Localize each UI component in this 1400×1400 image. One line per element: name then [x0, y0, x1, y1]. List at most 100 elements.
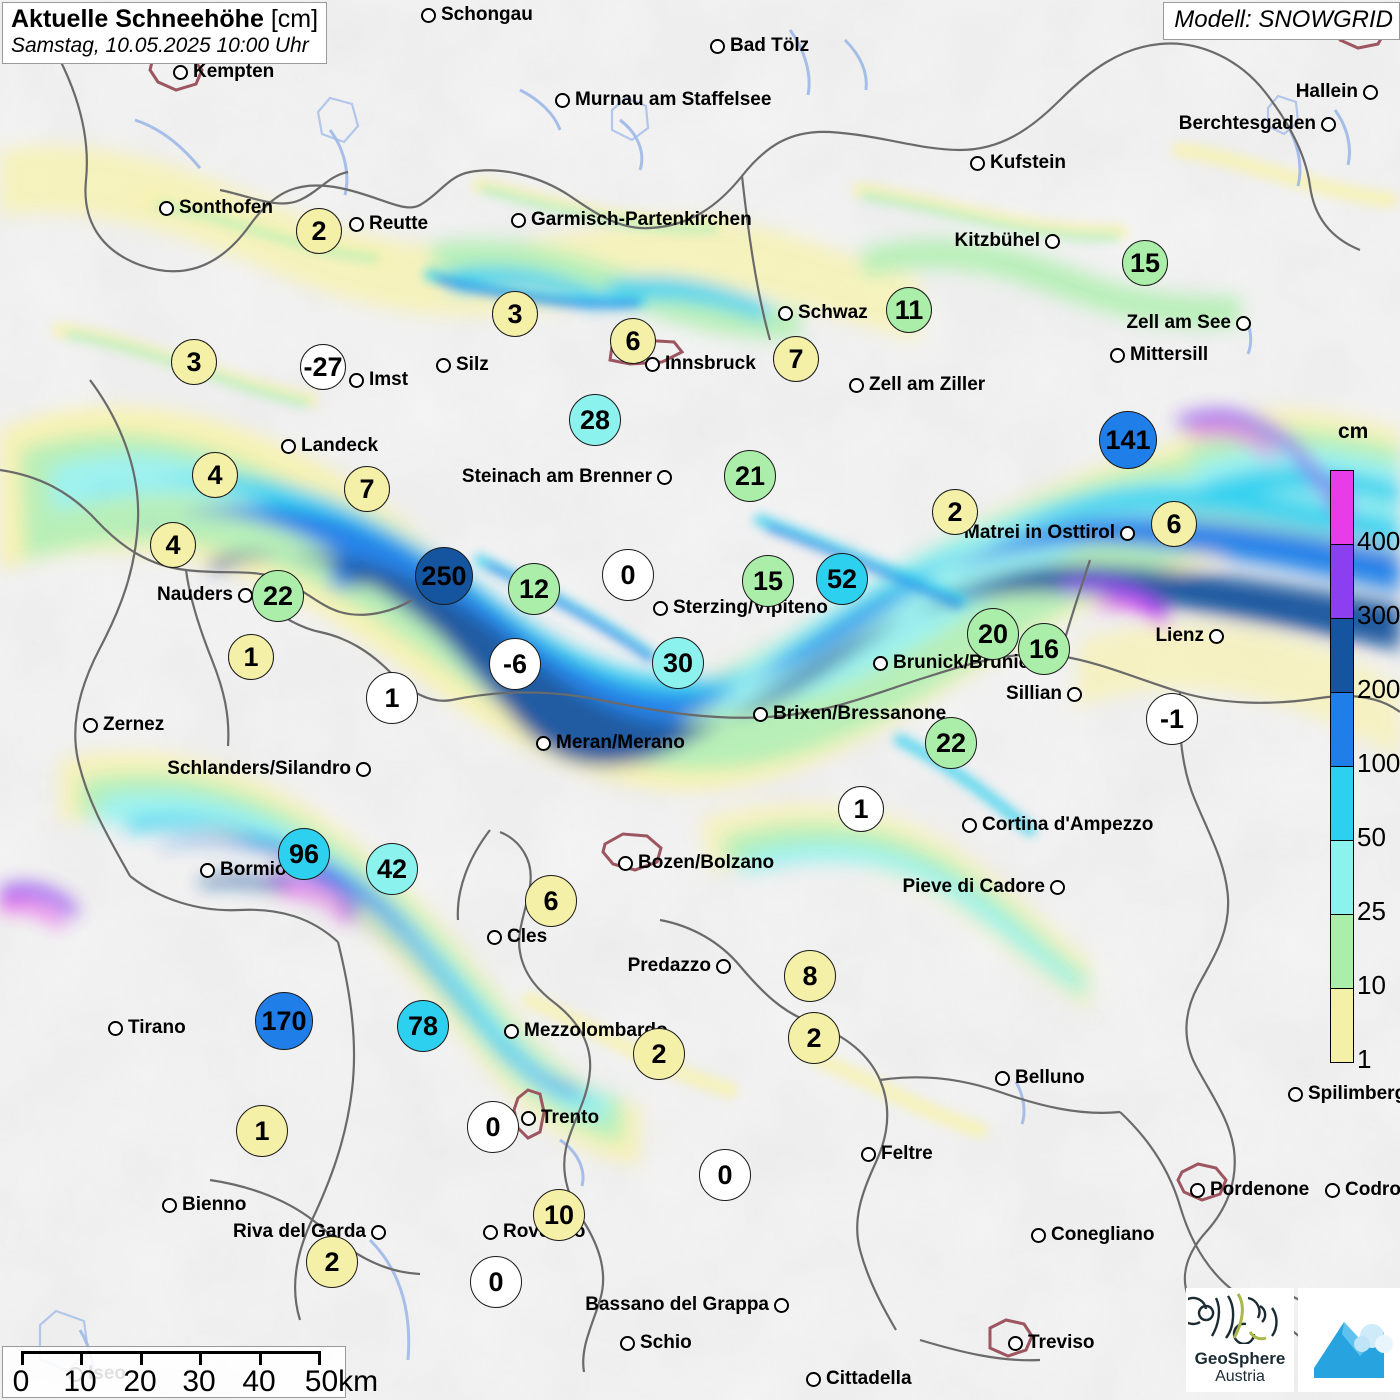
city-dot-icon: [1045, 233, 1060, 249]
city-marker: Garmisch-Partenkirchen: [511, 209, 752, 231]
station-value-bubble[interactable]: 4: [150, 522, 196, 568]
station-value-bubble[interactable]: 20: [967, 608, 1019, 660]
city-label: Sonthofen: [179, 197, 273, 218]
city-marker: Cortina d'Ampezzo: [962, 814, 1153, 836]
city-marker: Bormio: [200, 859, 287, 881]
station-value-bubble[interactable]: 7: [773, 336, 819, 382]
station-value-bubble[interactable]: 1: [366, 672, 418, 724]
legend-band: 400: [1331, 471, 1400, 556]
city-label: Matrei in Osttirol: [964, 522, 1115, 543]
city-marker: Pordenone: [1190, 1179, 1309, 1201]
station-value-bubble[interactable]: 3: [171, 339, 217, 385]
city-dot-icon: [356, 761, 371, 777]
station-value-bubble[interactable]: 4: [192, 452, 238, 498]
city-marker: Pieve di Cadore: [902, 876, 1065, 898]
city-dot-icon: [806, 1371, 821, 1387]
city-marker: Cittadella: [806, 1368, 912, 1390]
station-value-bubble[interactable]: 1: [236, 1105, 288, 1157]
scale-tick: [140, 1351, 143, 1365]
city-label: Treviso: [1028, 1332, 1095, 1353]
legend-band-label: 10: [1357, 970, 1386, 1000]
city-label: Zell am See: [1126, 312, 1231, 333]
station-value-bubble[interactable]: 250: [415, 547, 473, 605]
city-marker: Belluno: [995, 1067, 1085, 1089]
station-value-bubble[interactable]: 78: [397, 1000, 449, 1052]
city-dot-icon: [1321, 116, 1336, 132]
city-dot-icon: [873, 655, 888, 671]
station-value-bubble[interactable]: 0: [699, 1149, 751, 1201]
station-value-bubble[interactable]: 10: [533, 1189, 585, 1241]
station-value-bubble[interactable]: 0: [467, 1101, 519, 1153]
city-label: Sillian: [1006, 683, 1062, 704]
city-label: Imst: [369, 369, 409, 390]
city-dot-icon: [962, 817, 977, 833]
city-dot-icon: [536, 735, 551, 751]
station-value-bubble[interactable]: 1: [838, 786, 884, 832]
station-value-bubble[interactable]: 0: [470, 1256, 522, 1308]
city-label: Bormio: [220, 859, 287, 880]
city-dot-icon: [849, 377, 864, 393]
station-value-bubble[interactable]: 16: [1018, 623, 1070, 675]
station-value-bubble[interactable]: 6: [610, 318, 656, 364]
legend-band-label: 200: [1357, 674, 1400, 704]
station-value-bubble[interactable]: 30: [652, 637, 704, 689]
city-dot-icon: [349, 216, 364, 232]
city-label: Brixen/Bressanone: [773, 703, 947, 724]
station-value-bubble[interactable]: 22: [925, 717, 977, 769]
city-marker: Feltre: [861, 1143, 933, 1165]
legend-band: 200: [1331, 619, 1400, 704]
city-marker: Murnau am Staffelsee: [555, 89, 771, 111]
city-dot-icon: [159, 200, 174, 216]
city-label: Sterzing/Vipiteno: [673, 597, 828, 618]
city-marker: Schwaz: [778, 302, 868, 324]
city-label: Lienz: [1155, 625, 1204, 646]
station-value-bubble[interactable]: 2: [306, 1236, 358, 1288]
station-value-bubble[interactable]: 15: [742, 555, 794, 607]
station-value-bubble[interactable]: -6: [489, 638, 541, 690]
station-value-bubble[interactable]: 2: [932, 489, 978, 535]
station-value-bubble[interactable]: 170: [255, 992, 313, 1050]
legend-band: 1: [1331, 989, 1371, 1074]
city-label: Cortina d'Ampezzo: [982, 814, 1154, 835]
station-value-bubble[interactable]: 96: [278, 828, 330, 880]
station-value-bubble[interactable]: 28: [569, 394, 621, 446]
station-value-bubble[interactable]: 0: [602, 549, 654, 601]
city-label: Schongau: [441, 4, 533, 25]
station-value-bubble[interactable]: 11: [886, 287, 932, 333]
city-dot-icon: [511, 212, 526, 228]
city-dot-icon: [1288, 1086, 1303, 1102]
station-value-bubble[interactable]: 141: [1099, 411, 1157, 469]
legend-band: 300: [1331, 545, 1400, 630]
city-label: Cittadella: [826, 1368, 912, 1389]
station-value-bubble[interactable]: 8: [784, 950, 836, 1002]
city-dot-icon: [1363, 84, 1378, 100]
station-value-bubble[interactable]: 6: [1151, 501, 1197, 547]
city-marker: Bassano del Grappa: [585, 1294, 789, 1316]
scale-line: [21, 1351, 321, 1354]
legend-band: 100: [1331, 693, 1400, 778]
city-dot-icon: [620, 1335, 635, 1351]
station-value-bubble[interactable]: 2: [633, 1028, 685, 1080]
station-value-bubble[interactable]: 12: [508, 563, 560, 615]
legend-unit-label: cm: [1338, 420, 1369, 443]
city-label: Innsbruck: [665, 353, 756, 374]
station-value-bubble[interactable]: 2: [296, 208, 342, 254]
city-marker: Riva del Garda: [233, 1221, 386, 1243]
station-value-bubble[interactable]: 21: [724, 450, 776, 502]
station-value-bubble[interactable]: -1: [1146, 693, 1198, 745]
city-marker: Cles: [487, 926, 547, 948]
station-value-bubble[interactable]: 22: [252, 570, 304, 622]
station-value-bubble[interactable]: 2: [788, 1012, 840, 1064]
station-value-bubble[interactable]: 1: [228, 634, 274, 680]
city-label: Pordenone: [1210, 1179, 1310, 1200]
city-dot-icon: [108, 1020, 123, 1036]
station-value-bubble[interactable]: 52: [816, 553, 868, 605]
station-value-bubble[interactable]: 7: [344, 466, 390, 512]
city-dot-icon: [83, 717, 98, 733]
station-value-bubble[interactable]: 42: [366, 843, 418, 895]
station-value-bubble[interactable]: 15: [1122, 240, 1168, 286]
station-value-bubble[interactable]: 3: [492, 291, 538, 337]
station-value-bubble[interactable]: 6: [525, 875, 577, 927]
legend-band-label: 100: [1357, 748, 1400, 778]
station-value-bubble[interactable]: -27: [300, 344, 346, 390]
